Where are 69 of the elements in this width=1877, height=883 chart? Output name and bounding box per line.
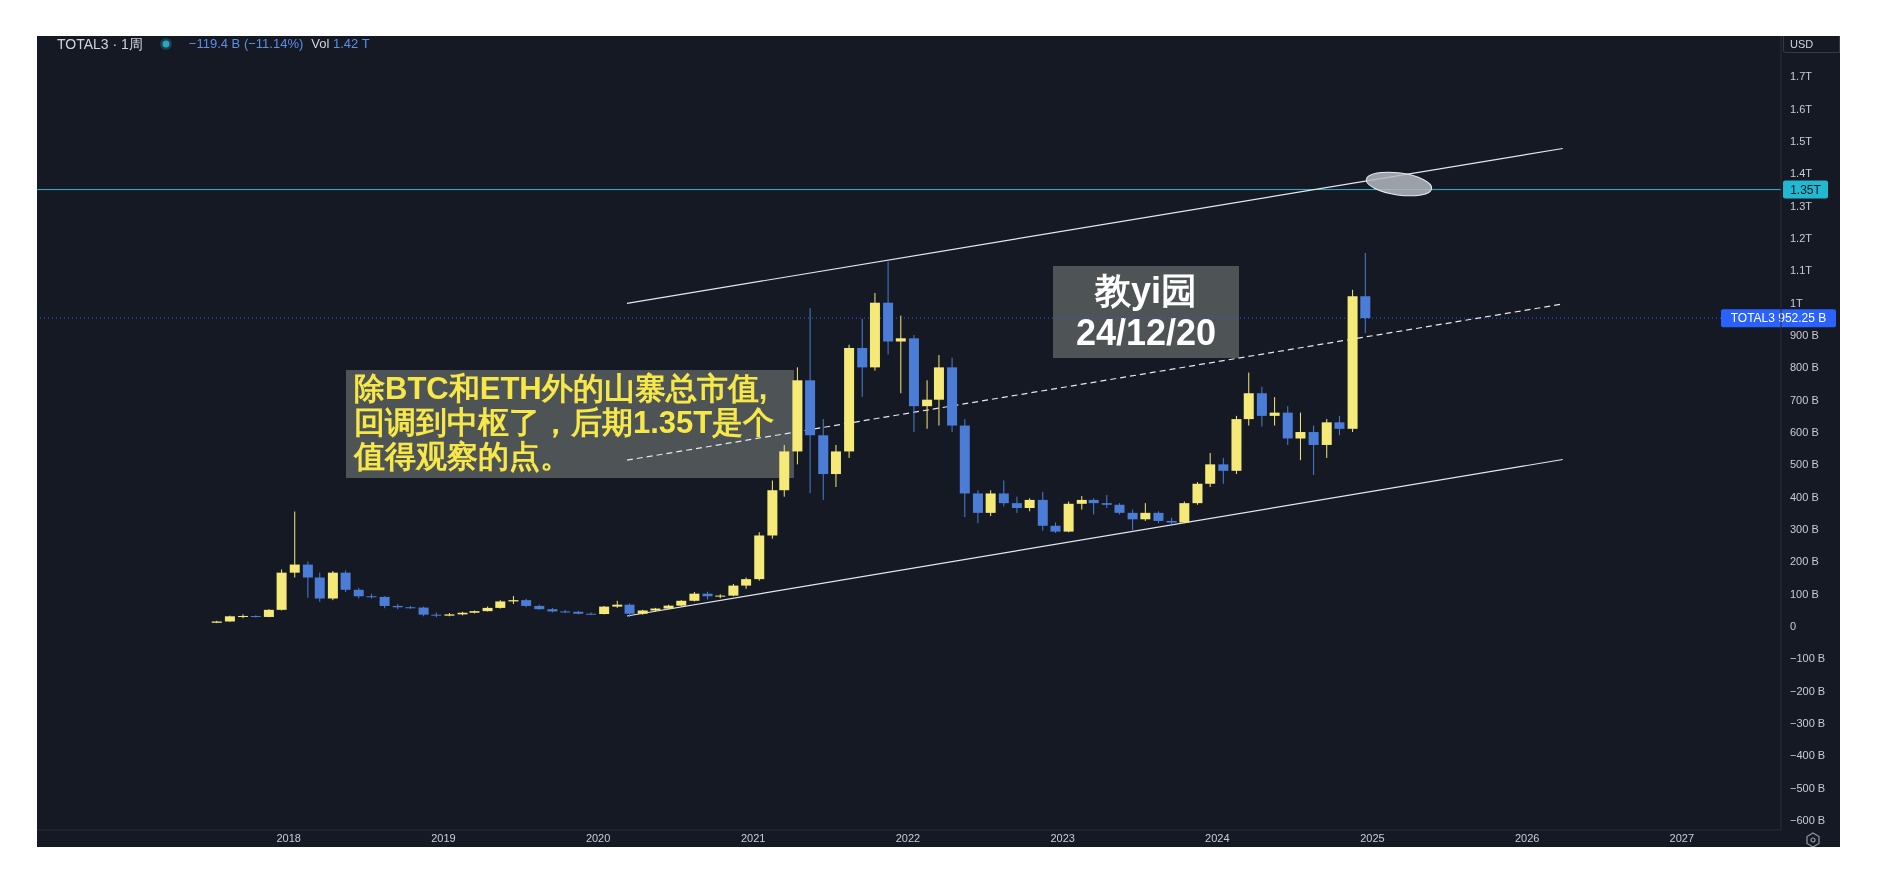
candlestick (1192, 481, 1203, 506)
annotation: Vol 1.42 T (311, 36, 370, 51)
candlestick (585, 611, 596, 616)
candlestick (1269, 396, 1280, 427)
annotation: 教yi园 24/12/20 (1053, 266, 1239, 358)
y-tick-label: 500 B (1790, 458, 1819, 471)
y-tick-label: −400 B (1790, 749, 1826, 762)
y-axis-title: USD (1783, 36, 1840, 53)
y-tick-label: 700 B (1790, 393, 1819, 406)
candlestick (1127, 509, 1138, 531)
y-tick-label: 1.7T (1790, 70, 1813, 83)
y-tick-label: −300 B (1790, 716, 1826, 729)
x-tick-label: 2018 (276, 831, 301, 844)
candlestick (998, 480, 1009, 507)
candlestick (238, 613, 249, 619)
candlestick (922, 379, 933, 430)
candlestick (1360, 252, 1371, 334)
candlestick (1011, 496, 1022, 514)
annotation: 除BTC和ETH外的山寨总市值,回调到中枢了，后期1.35T是个值得观察的点。 (346, 370, 794, 478)
y-tick-label: −600 B (1790, 813, 1826, 826)
ref-line-label: TOTAL3 952.25 B (1730, 311, 1827, 326)
candlestick (302, 560, 313, 599)
candlestick (1256, 386, 1267, 428)
ref-line-label: 1.35T (1790, 182, 1822, 197)
y-tick-label: 300 B (1790, 522, 1819, 535)
y-tick-label: 600 B (1790, 425, 1819, 438)
candlestick (340, 569, 351, 593)
candlestick (1295, 412, 1306, 461)
candlestick (1308, 425, 1319, 476)
candlestick (289, 511, 300, 579)
y-tick-label: 0 (1790, 619, 1797, 632)
y-tick-label: 400 B (1790, 490, 1819, 503)
y-tick-label: 100 B (1790, 587, 1819, 600)
candlestick (560, 609, 571, 614)
x-tick-label: 2021 (741, 831, 766, 844)
y-tick-label: 1T (1790, 296, 1804, 309)
x-tick-label: 2020 (585, 831, 611, 844)
candlestick (1218, 457, 1229, 485)
y-tick-label: 1.3T (1790, 199, 1813, 212)
y-tick-label: 1.2T (1790, 231, 1813, 244)
candlestick (857, 318, 868, 398)
y-tick-label: 1.1T (1790, 264, 1813, 277)
candlestick (250, 614, 261, 619)
candlestick (895, 315, 906, 394)
chart-subtitle: −119.4 B (−11.14%) (188, 36, 304, 52)
candlestick (1334, 415, 1345, 436)
y-tick-label: 800 B (1790, 361, 1819, 374)
x-tick-label: 2026 (1514, 831, 1540, 844)
x-tick-label: 2025 (1360, 831, 1385, 844)
x-tick-label: 2024 (1205, 831, 1230, 844)
candlestick (972, 489, 983, 524)
x-tick-label: 2023 (1050, 831, 1075, 844)
y-tick-label: 1.5T (1790, 134, 1813, 147)
y-tick-label: −100 B (1790, 652, 1826, 665)
y-tick-label: 1.4T (1790, 167, 1813, 180)
chart-title: TOTAL3 · 1周 (57, 36, 143, 52)
candlestick (1205, 452, 1216, 488)
y-tick-label: 900 B (1790, 328, 1819, 341)
x-tick-label: 2022 (895, 831, 921, 844)
y-tick-label: 1.6T (1790, 102, 1813, 115)
candlestick (1321, 418, 1332, 459)
x-tick-label: 2027 (1669, 831, 1695, 844)
y-tick-label: −200 B (1790, 684, 1826, 697)
x-tick-label: 2019 (431, 831, 456, 844)
y-tick-label: 200 B (1790, 555, 1819, 568)
candlestick (985, 489, 996, 517)
y-tick-label: −500 B (1790, 781, 1826, 794)
candlestick (314, 572, 325, 603)
candlestick (830, 444, 841, 488)
